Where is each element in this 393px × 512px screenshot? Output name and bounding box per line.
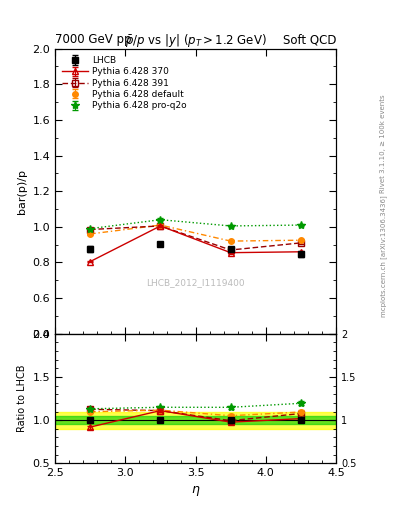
Text: Soft QCD: Soft QCD [283,33,336,46]
Legend: LHCB, Pythia 6.428 370, Pythia 6.428 391, Pythia 6.428 default, Pythia 6.428 pro: LHCB, Pythia 6.428 370, Pythia 6.428 391… [61,54,189,112]
Title: $\bar{p}/p$ vs $|y|$ ($p_T > 1.2$ GeV): $\bar{p}/p$ vs $|y|$ ($p_T > 1.2$ GeV) [125,32,266,49]
Y-axis label: Ratio to LHCB: Ratio to LHCB [17,365,27,432]
Text: 7000 GeV pp: 7000 GeV pp [55,33,132,46]
Text: mcplots.cern.ch [arXiv:1306.3436]: mcplots.cern.ch [arXiv:1306.3436] [380,195,387,317]
Bar [55,412,336,429]
Y-axis label: bar(p)/p: bar(p)/p [17,168,27,214]
X-axis label: $\eta$: $\eta$ [191,484,200,498]
Bar [55,416,336,424]
Text: LHCB_2012_I1119400: LHCB_2012_I1119400 [146,278,245,287]
Text: Rivet 3.1.10, ≥ 100k events: Rivet 3.1.10, ≥ 100k events [380,94,386,193]
